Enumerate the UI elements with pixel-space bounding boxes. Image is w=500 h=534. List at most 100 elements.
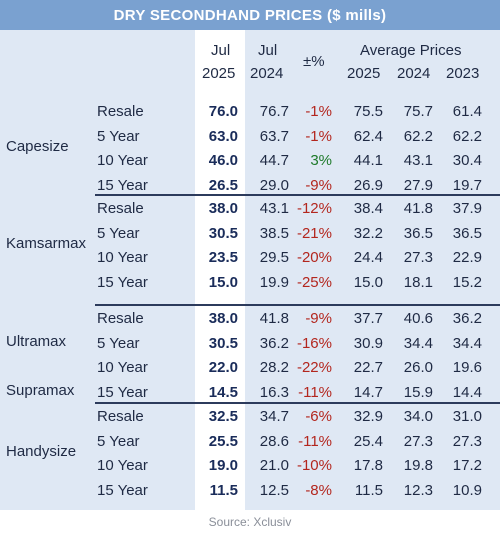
table-row: 15 Year 11.5 12.5 -8% 11.5 12.3 10.9 [0,479,500,503]
jul-2024-value: 28.2 [259,359,289,376]
pct-change-value: -1% [305,103,332,120]
header-jul24-month: Jul [258,42,278,59]
jul-2024-value: 28.6 [259,432,289,450]
avg-2024-value: 34.4 [403,334,433,352]
jul-2025-value: 38.0 [208,310,238,327]
jul-2025-value: 14.5 [208,383,238,401]
source-note: Source: Xclusiv [0,510,500,534]
avg-2025-value: 30.9 [353,334,383,352]
age-label: Resale [97,200,144,217]
jul-2024-value: 41.8 [259,310,289,327]
pct-change-value: -12% [296,200,332,217]
age-label: 10 Year [97,359,148,376]
avg-2023-value: 10.9 [452,481,482,499]
jul-2024-value: 19.9 [259,273,289,291]
age-label: 5 Year [97,224,140,242]
jul-2024-value: 44.7 [259,152,289,169]
jul-2025-value: 32.5 [208,408,238,425]
avg-2025-value: 37.7 [353,310,383,327]
vessel-class-label: Handysize [6,443,77,460]
avg-2024-value: 41.8 [403,200,433,217]
pct-change-value: -22% [296,359,332,376]
header-avg-2025: 2025 [347,65,381,82]
avg-2025-value: 11.5 [354,481,383,499]
jul-2025-value: 11.5 [209,481,238,499]
avg-2025-value: 17.8 [353,457,383,474]
avg-2023-value: 19.7 [452,176,482,194]
table-row: 10 Year 19.0 21.0 -10% 17.8 19.8 17.2 [0,454,500,478]
avg-2024-value: 62.2 [403,127,433,145]
table-row: 15 Year 26.5 29.0 -9% 26.9 27.9 19.7 [0,174,500,198]
avg-2025-value: 24.4 [353,249,383,266]
avg-2025-value: 25.4 [353,432,383,450]
jul-2025-value: 76.0 [208,103,238,120]
jul-2024-value: 34.7 [259,408,289,425]
price-table: Jul 2025 Jul 2024 ±% Average Prices 2025… [0,30,500,510]
jul-2025-value: 63.0 [208,127,238,145]
jul-2025-value: 30.5 [208,334,238,352]
group-divider [95,402,500,404]
avg-2023-value: 61.4 [452,103,482,120]
avg-2024-value: 27.9 [403,176,433,194]
header-jul25-month: Jul [211,42,231,59]
jul-2024-value: 43.1 [259,200,289,217]
avg-2024-value: 15.9 [403,383,433,401]
table-row: Resale 38.0 43.1 -12% 38.4 41.8 37.9 [0,197,500,221]
table-row: 10 Year 46.0 44.7 3% 44.1 43.1 30.4 [0,149,500,173]
table-row: 5 Year 25.5 28.6 -11% 25.4 27.3 27.3 [0,430,500,454]
avg-2024-value: 12.3 [403,481,433,499]
avg-2025-value: 14.7 [353,383,383,401]
age-label: 15 Year [97,481,148,499]
age-label: 10 Year [97,249,148,266]
avg-2025-value: 15.0 [353,273,383,291]
pct-change-value: -20% [296,249,332,266]
age-label: 10 Year [97,457,148,474]
table-row: Resale 38.0 41.8 -9% 37.7 40.6 36.2 [0,307,500,331]
jul-2024-value: 38.5 [259,224,289,242]
table-title: DRY SECONDHAND PRICES ($ mills) [0,0,500,30]
pct-change-value: -10% [296,457,332,474]
avg-2023-value: 37.9 [452,200,482,217]
jul-2024-value: 29.0 [259,176,289,194]
jul-2024-value: 76.7 [259,103,289,120]
jul-2024-value: 16.3 [259,383,289,401]
avg-2024-value: 40.6 [403,310,433,327]
avg-2023-value: 30.4 [452,152,482,169]
group-divider [95,304,500,306]
age-label: 15 Year [97,176,148,194]
table-row: 5 Year 63.0 63.7 -1% 62.4 62.2 62.2 [0,125,500,149]
header-jul24-year: 2024 [250,65,284,82]
avg-2023-value: 36.2 [452,310,482,327]
table-row: Resale 76.0 76.7 -1% 75.5 75.7 61.4 [0,100,500,124]
avg-2025-value: 75.5 [353,103,383,120]
jul-2025-value: 15.0 [208,273,238,291]
age-label: 15 Year [97,383,148,401]
avg-2023-value: 34.4 [452,334,482,352]
vessel-class-label: Ultramax [6,333,67,350]
avg-2024-value: 18.1 [403,273,433,291]
pct-change-value: -1% [305,127,332,145]
age-label: Resale [97,310,144,327]
avg-2023-value: 15.2 [452,273,482,291]
age-label: 10 Year [97,152,148,169]
jul-2025-value: 30.5 [208,224,238,242]
jul-2025-value: 26.5 [208,176,238,194]
avg-2023-value: 17.2 [452,457,482,474]
avg-2023-value: 22.9 [452,249,482,266]
pct-change-value: -25% [296,273,332,291]
avg-2025-value: 32.2 [353,224,383,242]
avg-2024-value: 43.1 [403,152,433,169]
table-row: 10 Year 23.5 29.5 -20% 24.4 27.3 22.9 [0,246,500,270]
pct-change-value: -9% [305,310,332,327]
avg-2023-value: 19.6 [452,359,482,376]
pct-change-value: -9% [305,176,332,194]
pct-change-value: -16% [296,334,332,352]
header-jul25-year: 2025 [202,65,236,82]
table-row: 5 Year 30.5 38.5 -21% 32.2 36.5 36.5 [0,222,500,246]
jul-2025-value: 23.5 [208,249,238,266]
avg-2024-value: 19.8 [403,457,433,474]
jul-2024-value: 21.0 [259,457,289,474]
age-label: 5 Year [97,432,140,450]
jul-2024-value: 36.2 [259,334,289,352]
vessel-class-label-secondary: Supramax [6,382,75,399]
